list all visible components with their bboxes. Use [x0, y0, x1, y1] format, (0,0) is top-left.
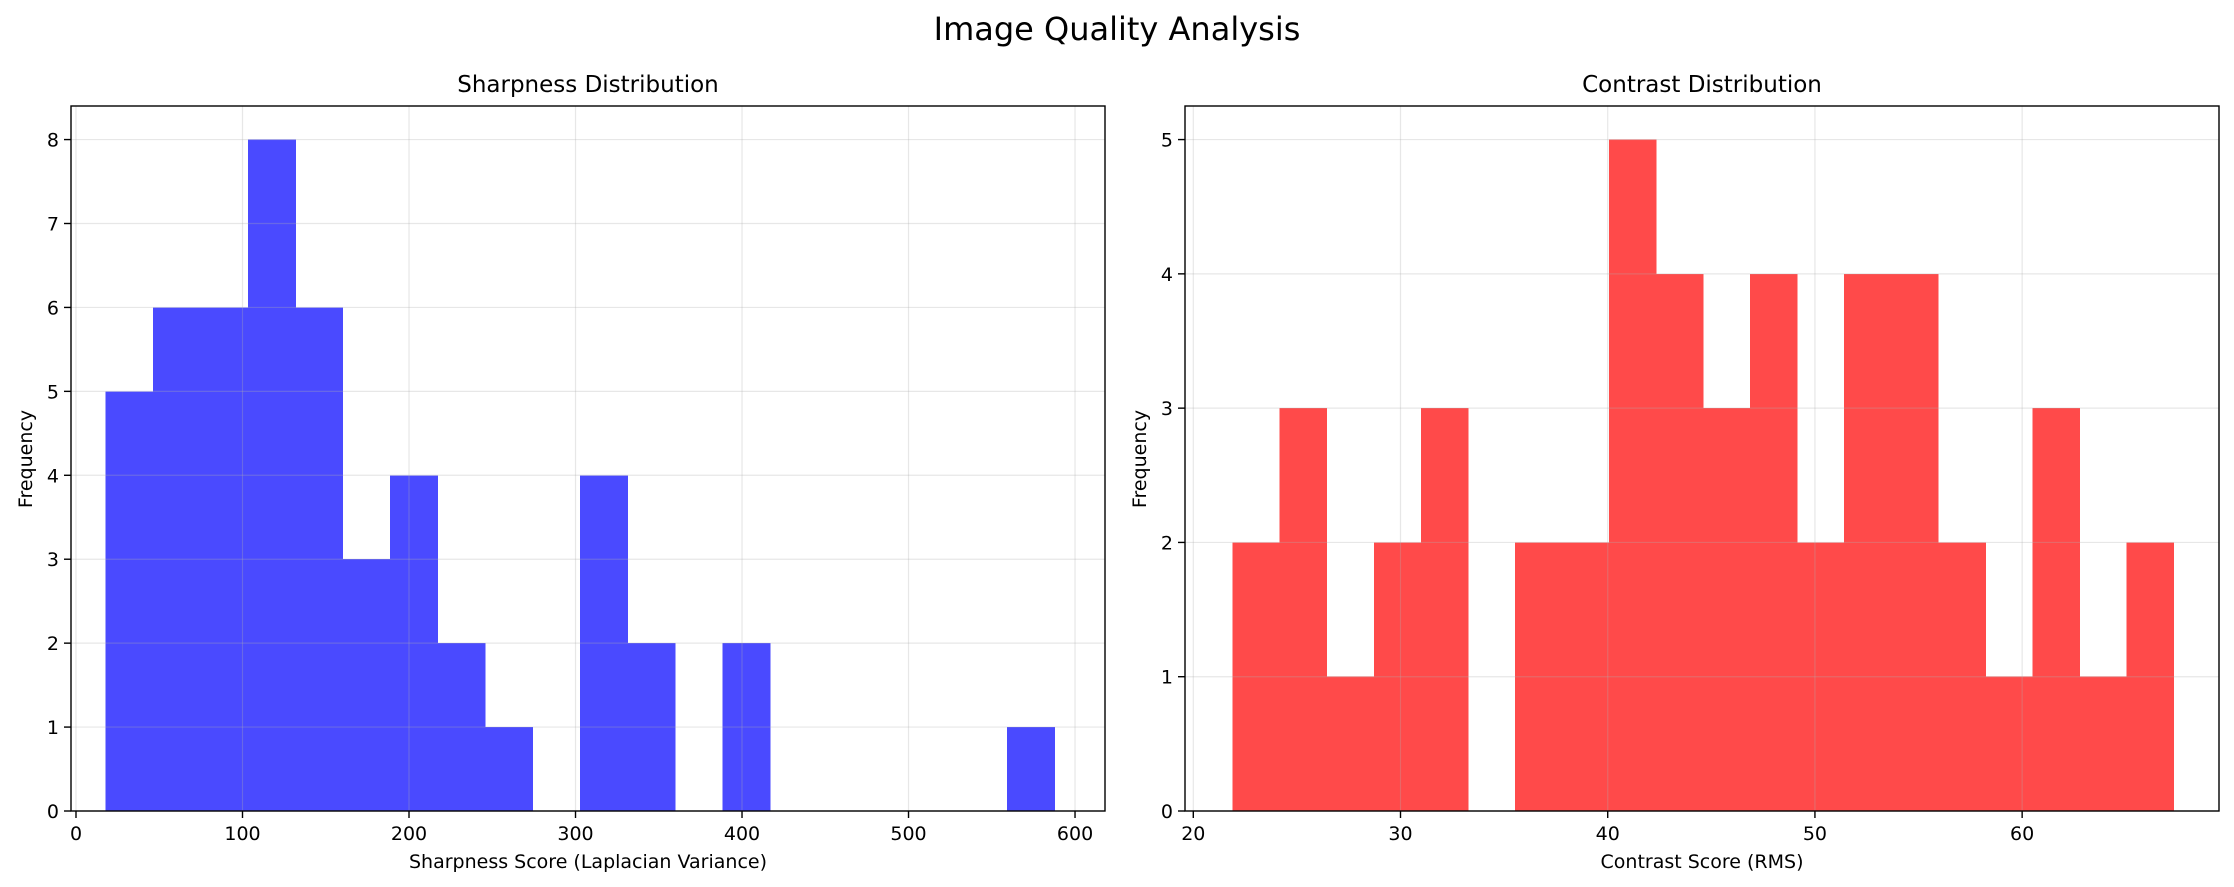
contrast-bar [2032, 408, 2080, 811]
contrast-bar [1891, 273, 1939, 811]
sharpness-bar [295, 307, 344, 811]
contrast-y-tick-label: 2 [1161, 532, 1173, 554]
sharpness-x-tick-label: 600 [1057, 823, 1093, 845]
contrast-bar [1561, 542, 1610, 811]
sharpness-x-tick-label: 100 [224, 823, 260, 845]
contrast-bar [2079, 676, 2127, 811]
sharpness-bar [627, 643, 676, 811]
sharpness-bar [152, 307, 201, 811]
sharpness-bar [342, 559, 391, 811]
sharpness-y-tick-label: 4 [47, 465, 59, 487]
contrast-bar [1514, 542, 1563, 811]
sharpness-bar [437, 643, 486, 811]
sharpness-y-tick-label: 6 [47, 297, 59, 319]
sharpness-bar [1007, 727, 1056, 811]
contrast-bar [1844, 273, 1892, 811]
sharpness-y-tick-label: 0 [47, 801, 59, 823]
contrast-bar [1655, 273, 1704, 811]
contrast-y-tick-label: 5 [1161, 130, 1173, 152]
contrast-bar [1797, 542, 1845, 811]
contrast-x-tick-label: 30 [1388, 823, 1412, 845]
sharpness-y-axis-label: Frequency [15, 410, 37, 508]
contrast-bar [1703, 408, 1751, 811]
sharpness-y-tick-label: 7 [47, 214, 59, 236]
sharpness-x-axis-label: Sharpness Score (Laplacian Variance) [409, 851, 767, 873]
contrast-bar [1608, 139, 1657, 812]
sharpness-bar [247, 139, 296, 812]
sharpness-x-tick-label: 200 [391, 823, 427, 845]
contrast-bar [2126, 542, 2174, 811]
contrast-bar [1420, 408, 1469, 811]
contrast-y-tick-label: 3 [1161, 398, 1173, 420]
sharpness-bar [105, 391, 154, 811]
sharpness-bar [200, 307, 249, 811]
sharpness-x-tick-label: 300 [557, 823, 593, 845]
sharpness-x-tick-label: 0 [70, 823, 82, 845]
contrast-chart-title: Contrast Distribution [1582, 72, 1822, 98]
contrast-bar [1373, 542, 1422, 811]
contrast-x-axis-label: Contrast Score (RMS) [1601, 851, 1804, 873]
sharpness-y-tick-label: 8 [47, 130, 59, 152]
contrast-y-tick-label: 0 [1161, 801, 1173, 823]
contrast-bar [1938, 542, 1986, 811]
sharpness-y-tick-label: 5 [47, 381, 59, 403]
contrast-bar [1279, 408, 1328, 811]
sharpness-x-tick-label: 400 [724, 823, 760, 845]
sharpness-x-tick-label: 500 [890, 823, 926, 845]
contrast-x-tick-label: 20 [1181, 823, 1205, 845]
figure-title: Image Quality Analysis [934, 10, 1301, 48]
contrast-bar [1750, 273, 1798, 811]
sharpness-y-tick-label: 3 [47, 549, 59, 571]
contrast-bar [1985, 676, 2033, 811]
contrast-bar [1326, 676, 1375, 811]
sharpness-y-tick-label: 2 [47, 633, 59, 655]
contrast-bar [1232, 542, 1281, 811]
contrast-axes-frame [1184, 105, 2220, 812]
contrast-y-tick-label: 1 [1161, 667, 1173, 689]
contrast-x-tick-label: 50 [1803, 823, 1827, 845]
sharpness-chart-title: Sharpness Distribution [457, 72, 719, 98]
contrast-x-tick-label: 60 [2010, 823, 2034, 845]
sharpness-axes-frame [70, 105, 1106, 812]
sharpness-bar [722, 643, 771, 811]
sharpness-bar [485, 727, 534, 811]
sharpness-histogram-panel: Sharpness Distribution Sharpness Score (… [15, 72, 1106, 873]
sharpness-bar [580, 475, 628, 811]
contrast-x-tick-label: 40 [1596, 823, 1620, 845]
contrast-histogram-panel: Contrast Distribution Contrast Score (RM… [1129, 72, 2220, 873]
sharpness-y-tick-label: 1 [47, 717, 59, 739]
sharpness-bar [390, 475, 439, 811]
contrast-y-axis-label: Frequency [1129, 410, 1151, 508]
contrast-y-tick-label: 4 [1161, 264, 1173, 286]
